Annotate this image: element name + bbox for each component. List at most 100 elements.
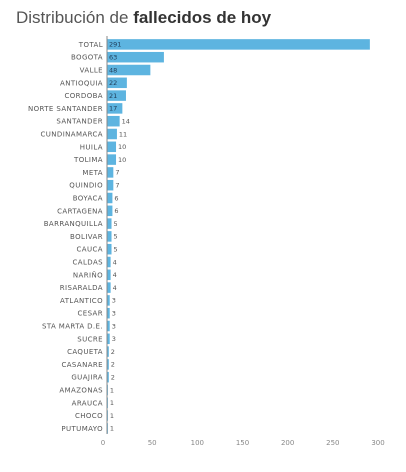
bar[interactable]: [107, 269, 111, 281]
category-label: BOGOTA: [71, 54, 103, 62]
category-label: CASANARE: [61, 361, 103, 369]
value-label: 5: [114, 220, 118, 228]
category-label: ANTIOQUIA: [60, 79, 103, 87]
chart-title-prefix: Distribución de: [16, 8, 129, 27]
bar[interactable]: [107, 282, 111, 293]
category-label: CORDOBA: [64, 92, 103, 100]
category-label: HUILA: [80, 143, 103, 151]
chart-title: Distribución de fallecidos de hoy: [16, 8, 271, 28]
bar[interactable]: [107, 218, 112, 229]
category-label: CALDAS: [73, 259, 104, 267]
x-tick-label: 250: [326, 439, 339, 447]
bar[interactable]: [107, 51, 164, 63]
bar[interactable]: [107, 192, 113, 204]
category-label: ARAUCA: [72, 399, 103, 407]
value-label: 22: [109, 79, 117, 87]
bar[interactable]: [107, 243, 112, 255]
value-label: 2: [111, 374, 115, 382]
category-label: CAUCA: [77, 246, 103, 254]
value-label: 2: [111, 348, 115, 356]
value-label: 3: [112, 297, 116, 305]
category-label: QUINDIO: [69, 182, 103, 190]
category-label: AMAZONAS: [59, 387, 103, 395]
category-label: CARTAGENA: [57, 207, 103, 215]
bar[interactable]: [107, 141, 117, 153]
bar[interactable]: [107, 128, 117, 140]
value-label: 1: [110, 425, 114, 433]
x-tick-label: 50: [148, 439, 157, 447]
chart-title-emphasis: fallecidos de hoy: [133, 8, 272, 27]
bar[interactable]: [107, 154, 117, 165]
bar[interactable]: [107, 256, 111, 268]
category-label: TOLIMA: [73, 156, 103, 164]
value-label: 11: [119, 130, 127, 138]
bar[interactable]: [107, 333, 110, 345]
category-label: CUNDINAMARCA: [40, 131, 103, 139]
category-label: BOLIVAR: [70, 233, 103, 241]
x-tick-label: 150: [236, 439, 249, 447]
category-label: VALLE: [80, 67, 103, 75]
x-tick-label: 100: [191, 439, 204, 447]
value-label: 7: [115, 169, 119, 177]
bar[interactable]: [107, 359, 109, 370]
value-label: 3: [112, 322, 116, 330]
bar[interactable]: [107, 103, 123, 114]
category-label: BOYACA: [73, 195, 103, 203]
value-label: 4: [113, 258, 117, 266]
value-label: 6: [114, 207, 118, 215]
category-label: STA MARTA D.E.: [42, 323, 103, 331]
value-label: 17: [109, 105, 117, 113]
category-label: ATLANTICO: [60, 297, 103, 305]
bar[interactable]: [107, 205, 113, 217]
category-label: CESAR: [77, 310, 103, 318]
x-tick-label: 200: [281, 439, 294, 447]
category-label: RISARALDA: [60, 284, 103, 292]
value-label: 10: [118, 156, 126, 164]
value-label: 291: [109, 41, 121, 49]
bar[interactable]: [107, 320, 110, 332]
value-label: 2: [111, 361, 115, 369]
bar[interactable]: [107, 371, 109, 383]
category-label: BARRANQUILLA: [44, 220, 103, 228]
bar[interactable]: [107, 90, 126, 101]
category-label: PUTUMAYO: [61, 425, 103, 433]
value-label: 14: [122, 118, 130, 126]
value-label: 1: [110, 399, 114, 407]
category-label: SANTANDER: [56, 118, 103, 126]
bar[interactable]: [107, 115, 120, 127]
value-label: 4: [113, 284, 117, 292]
value-label: 63: [109, 54, 117, 62]
value-label: 21: [109, 92, 117, 100]
value-label: 6: [114, 194, 118, 202]
category-label: TOTAL: [78, 41, 103, 49]
value-label: 3: [112, 310, 116, 318]
value-label: 48: [109, 66, 117, 74]
bar[interactable]: [107, 179, 114, 191]
bar[interactable]: [107, 167, 114, 178]
x-tick-label: 0: [101, 439, 105, 447]
bar[interactable]: [107, 295, 110, 306]
bar[interactable]: [107, 77, 127, 89]
category-label: SUCRE: [77, 335, 103, 343]
value-label: 1: [110, 386, 114, 394]
bar[interactable]: [107, 64, 151, 76]
category-label: NARIÑO: [73, 270, 103, 279]
category-label: NORTE SANTANDER: [28, 105, 103, 113]
x-tick-label: 300: [371, 439, 384, 447]
value-label: 7: [115, 182, 119, 190]
value-label: 1: [110, 412, 114, 420]
category-label: META: [82, 169, 103, 177]
bar[interactable]: [107, 231, 112, 242]
value-label: 5: [114, 246, 118, 254]
category-label: CAQUETA: [67, 348, 103, 356]
category-label: GUAJIRA: [71, 374, 103, 382]
bar[interactable]: [107, 346, 109, 357]
category-label: CHOCO: [75, 412, 103, 420]
value-label: 4: [113, 271, 117, 279]
bar[interactable]: [107, 39, 370, 50]
value-label: 10: [118, 143, 126, 151]
value-label: 3: [112, 335, 116, 343]
bar[interactable]: [107, 307, 110, 319]
